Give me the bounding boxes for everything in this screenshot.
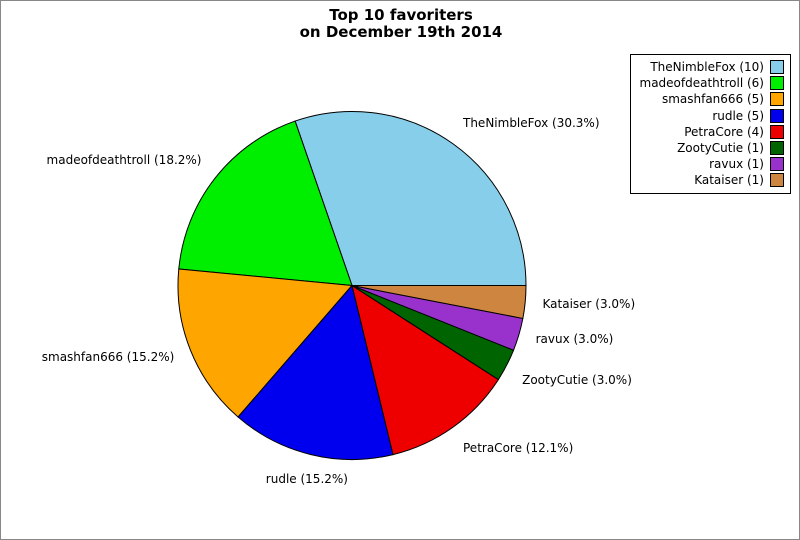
legend-item-rudle: rudle (5) [640, 108, 784, 124]
slice-label-rudle: rudle (15.2%) [265, 471, 348, 486]
legend-item-label: PetraCore (4) [684, 124, 764, 139]
pie-slice-PetraCore [351, 284, 500, 456]
legend-item-label: smashfan666 (5) [661, 92, 764, 107]
legend-item-madeofdeathtroll: madeofdeathtroll (6) [640, 75, 784, 91]
slice-label-ZootyCutie: ZootyCutie (3.0%) [522, 373, 632, 388]
legend-swatch [770, 76, 784, 91]
slice-label-smashfan666: smashfan666 (15.2%) [41, 349, 175, 364]
pie-slice-rudle [237, 284, 394, 461]
legend-item-Kataiser: Kataiser (1) [640, 172, 784, 188]
slice-label-PetraCore: PetraCore (12.1%) [463, 441, 574, 456]
legend-item-smashfan666: smashfan666 (5) [640, 91, 784, 107]
slice-label-Kataiser: Kataiser (3.0%) [542, 296, 636, 311]
chart-title-line1: Top 10 favoriters [329, 6, 473, 24]
legend-swatch [770, 60, 784, 75]
legend-item-TheNimbleFox: TheNimbleFox (10) [640, 59, 784, 75]
chart-title: Top 10 favoriters on December 19th 2014 [1, 6, 799, 41]
legend-swatch [770, 108, 784, 123]
legend-item-PetraCore: PetraCore (4) [640, 124, 784, 140]
pie-slice-TheNimbleFox [294, 111, 527, 286]
legend-swatch [770, 92, 784, 107]
slice-label-madeofdeathtroll: madeofdeathtroll (18.2%) [46, 153, 202, 168]
legend-item-ZootyCutie: ZootyCutie (1) [640, 140, 784, 156]
legend-item-label: Kataiser (1) [694, 173, 764, 188]
pie-slice-madeofdeathtroll [178, 120, 353, 287]
legend-item-label: rudle (5) [712, 108, 764, 123]
legend-item-label: TheNimbleFox (10) [650, 60, 764, 75]
legend-item-label: ZootyCutie (1) [677, 141, 764, 156]
legend-swatch [770, 173, 784, 188]
slice-label-TheNimbleFox: TheNimbleFox (30.3%) [463, 115, 600, 130]
legend-swatch [770, 124, 784, 139]
legend-item-label: madeofdeathtroll (6) [639, 76, 764, 91]
legend-item-ravux: ravux (1) [640, 156, 784, 172]
legend-swatch [770, 157, 784, 172]
legend-item-label: ravux (1) [709, 157, 764, 172]
pie-slice-smashfan666 [177, 268, 354, 418]
chart-title-line2: on December 19th 2014 [299, 23, 503, 41]
legend-swatch [770, 141, 784, 156]
slice-label-ravux: ravux (3.0%) [535, 332, 614, 347]
pie-slice-Kataiser [351, 285, 527, 320]
legend: TheNimbleFox (10) madeofdeathtroll (6) sma… [629, 54, 791, 194]
